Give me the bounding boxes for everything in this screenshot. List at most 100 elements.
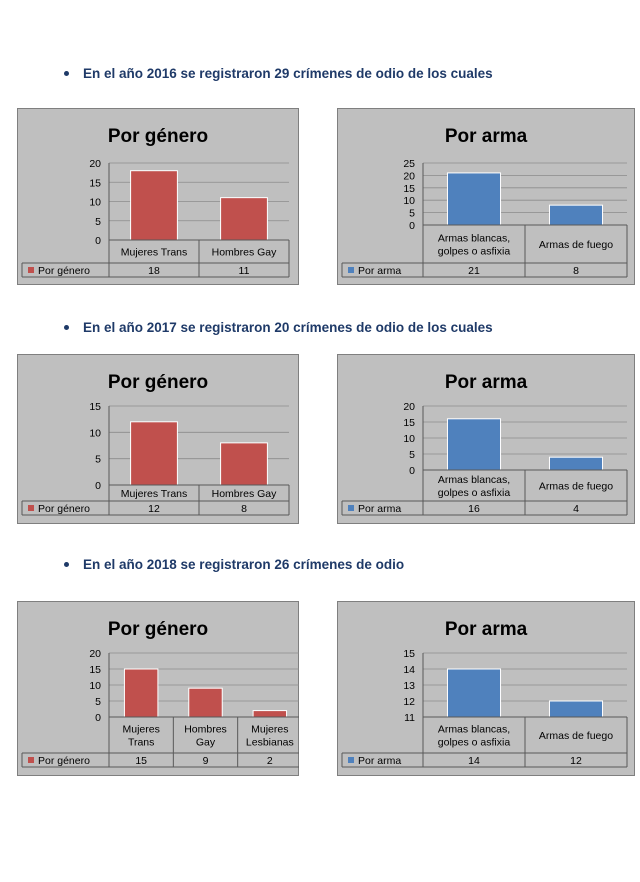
legend-key: [348, 267, 354, 273]
chart-gender-2018: Por género05101520MujeresTransHombresGay…: [17, 601, 299, 776]
category-label: Mujeres: [251, 724, 288, 736]
data-value-label: 8: [241, 503, 247, 515]
y-tick-label: 15: [89, 664, 101, 676]
legend-key: [28, 505, 34, 511]
chart-gender-2016: Por género 0 5 10 15 20 Mujeres Trans Hombres G…: [17, 108, 299, 285]
heading-text: En el año 2016 se registraron 29 crímene…: [83, 66, 493, 81]
category-label: golpes o asfixia: [438, 246, 511, 258]
chart-title: Por arma: [445, 126, 528, 147]
category-label: Armas blancas,: [438, 474, 510, 486]
bar: [130, 170, 178, 241]
data-value-label: 2: [267, 755, 273, 767]
category-label: Gay: [196, 737, 216, 749]
y-tick-label: 10: [89, 197, 101, 209]
data-value-label: 18: [148, 265, 160, 277]
chart-weapon-2018: Por arma 11 12 13 14 15 Armas blancas,golpes o…: [337, 601, 635, 776]
bullet-icon: [64, 561, 69, 567]
category-label: Armas de fuego: [539, 730, 613, 742]
category-label: Armas de fuego: [539, 239, 613, 251]
data-value-label: 14: [468, 755, 480, 767]
y-tick-label: 10: [403, 433, 415, 445]
chart-title: Por género: [108, 619, 208, 640]
legend-key: [28, 757, 34, 763]
legend-label: Por género: [38, 755, 90, 767]
y-tick-label: 0: [95, 235, 101, 247]
y-tick-label: 20: [89, 648, 101, 660]
y-tick-label: 0: [95, 712, 101, 724]
y-tick-label: 5: [409, 208, 415, 220]
legend-key: [28, 267, 34, 273]
y-tick-label: 10: [89, 680, 101, 692]
y-tick-label: 15: [89, 401, 101, 413]
chart-gender-2017: Por género 0 5 10 15 Mujeres Trans Hombres Gay…: [17, 354, 299, 524]
category-label: golpes o asfixia: [438, 737, 511, 749]
data-value-label: 15: [135, 755, 147, 767]
category-label: Armas blancas,: [438, 233, 510, 245]
chart-title: Por arma: [445, 619, 528, 640]
bar: [252, 710, 288, 718]
y-tick-label: 15: [403, 648, 415, 660]
chart-title: Por arma: [445, 372, 528, 393]
data-value-label: 9: [203, 755, 209, 767]
category-label: Hombres: [184, 724, 227, 736]
data-value-label: 16: [468, 503, 480, 515]
category-label: Armas de fuego: [539, 481, 613, 493]
category-label: Lesbianas: [246, 737, 294, 749]
category-label: Trans: [128, 737, 154, 749]
bar: [123, 668, 159, 718]
data-value-label: 4: [573, 503, 579, 515]
legend-label: Por arma: [358, 755, 401, 767]
heading-text: En el año 2017 se registraron 20 crímene…: [83, 320, 493, 335]
legend-key: [348, 757, 354, 763]
y-tick-label: 14: [403, 664, 415, 676]
y-tick-label: 5: [95, 454, 101, 466]
chart-weapon-2017: Por arma 0 5 10 15 20 Armas blancas,golpes o a…: [337, 354, 635, 524]
y-tick-label: 5: [95, 696, 101, 708]
bar: [188, 687, 223, 718]
bar: [446, 172, 502, 226]
y-tick-label: 12: [403, 696, 415, 708]
legend-label: Por género: [38, 503, 90, 515]
category-label: golpes o asfixia: [438, 487, 511, 499]
data-value-label: 12: [570, 755, 582, 767]
chart-title: Por género: [108, 372, 208, 393]
section-heading-2017: En el año 2017 se registraron 20 crímene…: [64, 320, 493, 335]
category-label: Mujeres Trans: [121, 488, 188, 500]
y-tick-label: 11: [404, 712, 415, 724]
chart-title: Por género: [108, 126, 208, 147]
bar: [220, 442, 268, 486]
y-tick-label: 0: [409, 220, 415, 232]
y-tick-label: 15: [403, 183, 415, 195]
bar: [548, 700, 604, 718]
category-label: Armas blancas,: [438, 724, 510, 736]
category-label: Mujeres Trans: [121, 247, 188, 259]
y-tick-label: 25: [403, 158, 415, 170]
bullet-icon: [64, 324, 69, 330]
bar: [220, 197, 268, 241]
y-tick-label: 15: [89, 177, 101, 189]
y-tick-label: 20: [403, 401, 415, 413]
y-tick-label: 0: [95, 480, 101, 492]
heading-text: En el año 2018 se registraron 26 crímene…: [83, 557, 405, 572]
legend-label: Por arma: [358, 265, 401, 277]
category-label: Mujeres: [122, 724, 159, 736]
bar: [548, 204, 604, 226]
y-tick-label: 5: [95, 216, 101, 228]
section-heading-2018: En el año 2018 se registraron 26 crímene…: [64, 557, 404, 572]
y-tick-label: 5: [409, 449, 415, 461]
y-tick-label: 0: [409, 465, 415, 477]
legend-label: Por arma: [358, 503, 401, 515]
legend-label: Por género: [38, 265, 90, 277]
category-label: Hombres Gay: [212, 488, 278, 500]
category-label: Hombres Gay: [212, 247, 278, 259]
data-value-label: 11: [239, 265, 250, 277]
data-value-label: 8: [573, 265, 579, 277]
section-heading-2016: En el año 2016 se registraron 29 crímene…: [64, 66, 493, 81]
y-tick-label: 13: [403, 680, 415, 692]
bullet-icon: [64, 70, 69, 76]
bar: [446, 668, 502, 718]
legend-key: [348, 505, 354, 511]
data-value-label: 21: [468, 265, 480, 277]
y-tick-label: 20: [89, 158, 101, 170]
